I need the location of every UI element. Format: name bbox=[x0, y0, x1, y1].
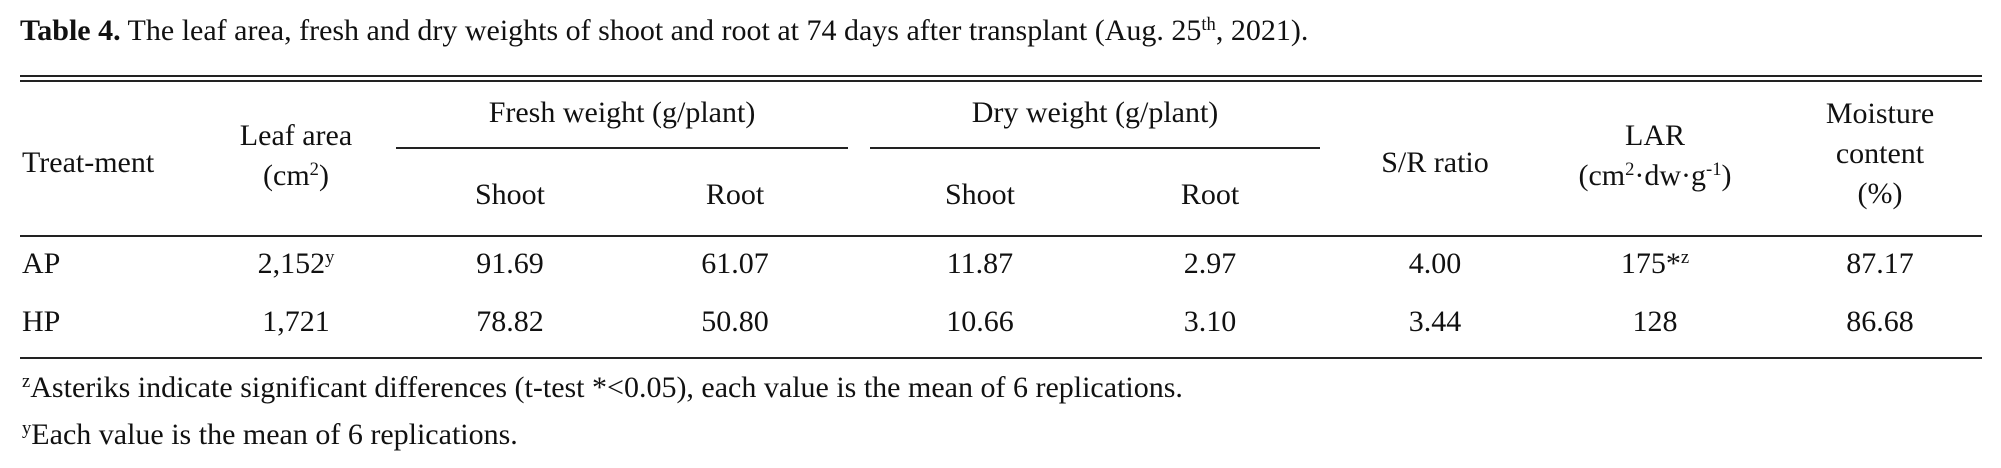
table-label: Table 4. bbox=[20, 14, 121, 47]
header-lar: LAR (cm2·dw·g-1) bbox=[1545, 116, 1765, 196]
header-dry-shoot: Shoot bbox=[944, 178, 1016, 211]
header-dry-weight: Dry weight (g/plant) bbox=[971, 96, 1219, 129]
top-rule-double bbox=[20, 80, 1982, 82]
table-cell-leaf-area: 2,152y bbox=[257, 246, 335, 280]
header-moisture-line2: content bbox=[1835, 137, 1925, 170]
table-cell-leaf-area: 1,721 bbox=[262, 305, 330, 338]
table-cell-sr-ratio: 3.44 bbox=[1408, 305, 1462, 338]
header-lar-unit: (cm2·dw·g-1) bbox=[1578, 158, 1732, 192]
table-cell-treatment: AP bbox=[22, 247, 61, 280]
header-sr-ratio: S/R ratio bbox=[1381, 146, 1489, 179]
table-cell-treatment: HP bbox=[22, 305, 61, 338]
header-fresh-weight: Fresh weight (g/plant) bbox=[488, 96, 756, 129]
table-cell-moisture: 86.68 bbox=[1846, 305, 1914, 338]
header-fresh-shoot: Shoot bbox=[474, 178, 546, 211]
header-leaf-area-unit: (cm2) bbox=[263, 158, 329, 192]
table-cell-lar: 128 bbox=[1632, 305, 1678, 338]
caption-superscript: th bbox=[1201, 13, 1216, 35]
top-rule bbox=[20, 75, 1982, 77]
header-leaf-area-line1: Leaf area bbox=[239, 119, 353, 152]
table-cell-lar: 175*z bbox=[1620, 246, 1690, 280]
caption-end: , 2021). bbox=[1215, 14, 1309, 47]
header-treatment: Treat-ment bbox=[22, 146, 155, 179]
table-cell-fresh-root: 61.07 bbox=[701, 247, 769, 280]
table-cell-dry-root: 3.10 bbox=[1183, 305, 1237, 338]
table-cell-sr-ratio: 4.00 bbox=[1408, 247, 1462, 280]
header-fresh-root: Root bbox=[705, 178, 765, 211]
table-cell-dry-shoot: 11.87 bbox=[946, 247, 1014, 280]
footnote-y: yEach value is the mean of 6 replication… bbox=[22, 417, 518, 451]
header-moisture-line1: Moisture bbox=[1825, 97, 1935, 130]
fresh-weight-underline bbox=[396, 147, 848, 149]
table-cell-dry-shoot: 10.66 bbox=[946, 305, 1014, 338]
footnote-z: zAsteriks indicate significant differenc… bbox=[22, 370, 1183, 404]
table-cell-fresh-shoot: 91.69 bbox=[476, 247, 544, 280]
table-cell-fresh-root: 50.80 bbox=[701, 305, 769, 338]
table-cell-superscript: z bbox=[1680, 246, 1690, 268]
table-cell-fresh-shoot: 78.82 bbox=[476, 305, 544, 338]
header-rule bbox=[20, 235, 1982, 237]
table-cell-superscript: y bbox=[325, 246, 335, 268]
caption-text: The leaf area, fresh and dry weights of … bbox=[120, 14, 1202, 47]
dry-weight-underline bbox=[870, 147, 1320, 149]
header-moisture-line3: (%) bbox=[1857, 177, 1903, 210]
table-cell-moisture: 87.17 bbox=[1846, 247, 1914, 280]
header-moisture: Moisture content (%) bbox=[1780, 94, 1980, 214]
bottom-rule bbox=[20, 357, 1982, 359]
header-dry-root: Root bbox=[1180, 178, 1240, 211]
header-lar-line1: LAR bbox=[1625, 119, 1685, 152]
table-caption: Table 4. The leaf area, fresh and dry we… bbox=[20, 8, 1980, 54]
table-cell-dry-root: 2.97 bbox=[1183, 247, 1237, 280]
header-leaf-area: Leaf area (cm2) bbox=[216, 116, 376, 196]
